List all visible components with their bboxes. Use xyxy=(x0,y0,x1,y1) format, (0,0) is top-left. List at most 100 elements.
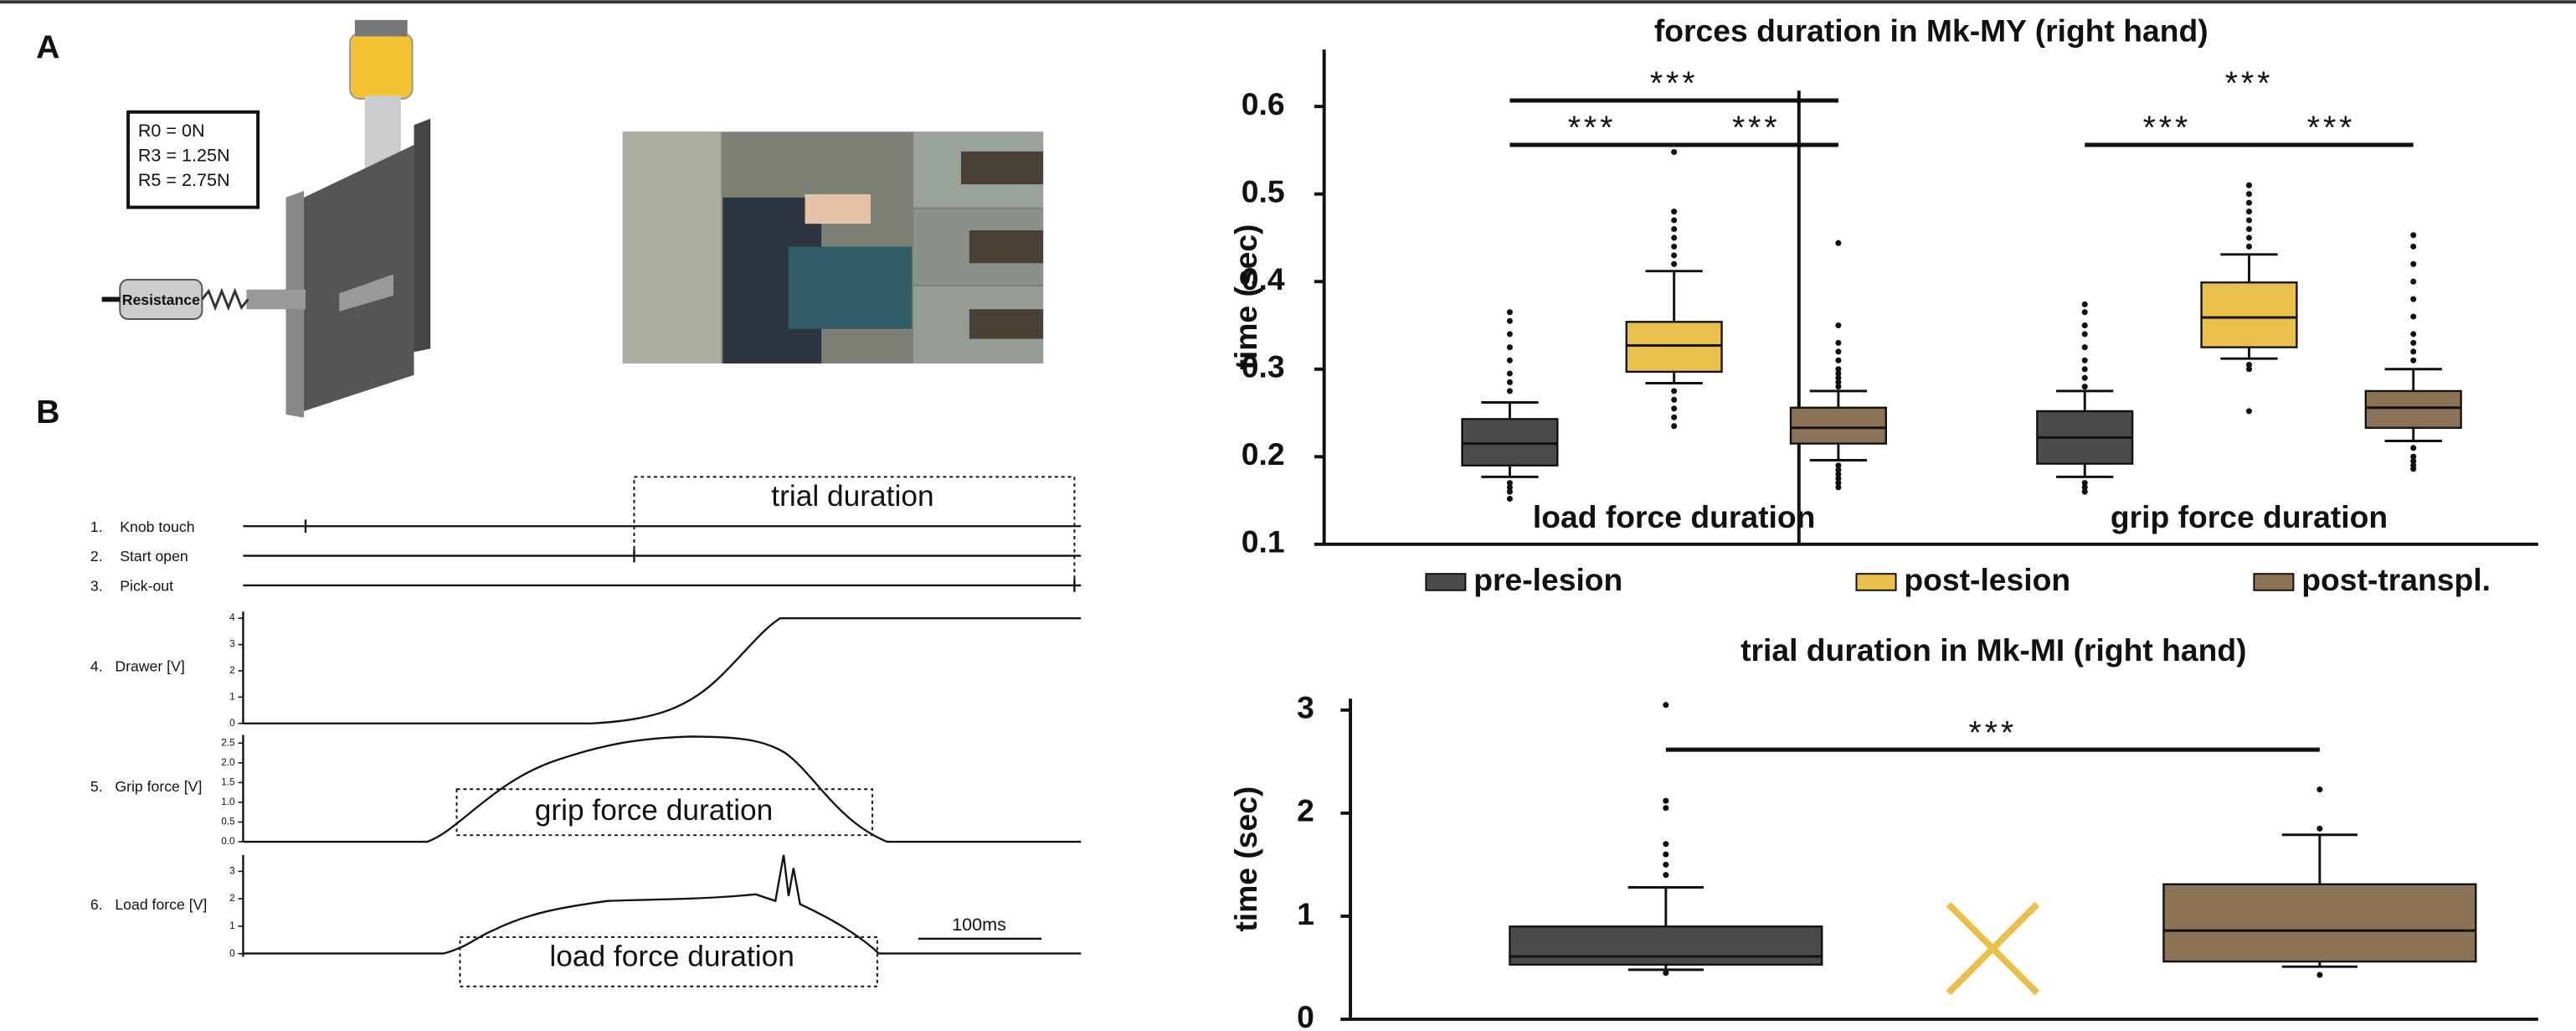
outlier xyxy=(1663,805,1669,812)
outlier xyxy=(1506,370,1513,377)
outlier xyxy=(1835,357,1842,363)
outlier xyxy=(2410,243,2417,250)
y-axis-label: time (sec) xyxy=(1228,224,1263,370)
outlier xyxy=(2245,209,2253,215)
outlier xyxy=(2410,260,2417,267)
outlier xyxy=(2081,301,2088,307)
outlier xyxy=(1671,243,1678,250)
significance-label: *** xyxy=(2307,110,2356,147)
box xyxy=(1461,418,1559,467)
outlier xyxy=(2245,366,2253,373)
outlier xyxy=(1835,480,1842,487)
photo xyxy=(622,131,1044,363)
y-axis-label: time (sec) xyxy=(1228,786,1263,932)
y-tick-label: 2 xyxy=(1297,793,1314,828)
outlier xyxy=(2410,331,2417,338)
outlier xyxy=(1506,317,1513,324)
significance-label: *** xyxy=(1568,110,1617,147)
outlier xyxy=(2245,243,2253,250)
outlier xyxy=(2245,225,2253,233)
outlier xyxy=(2245,217,2253,224)
outlier xyxy=(1663,797,1669,804)
outlier xyxy=(1835,370,1842,377)
outlier xyxy=(1506,488,1513,495)
outlier xyxy=(2081,374,2088,381)
trace-tick-label: 0 xyxy=(229,718,235,729)
channel-number: 1. xyxy=(90,518,103,535)
traces xyxy=(242,519,1082,957)
box xyxy=(1509,925,1823,966)
outlier xyxy=(1835,240,1842,246)
y-tick-label: 0.1 xyxy=(1242,524,1285,559)
trace-tick-label: 0.5 xyxy=(221,817,235,827)
y-tick-label: 3 xyxy=(1297,690,1314,725)
legend-label: post-lesion xyxy=(1904,562,2070,597)
missing-marker xyxy=(1946,901,2040,996)
outlier xyxy=(2081,366,2088,373)
outlier xyxy=(1506,484,1513,491)
outlier xyxy=(2316,786,2323,793)
outlier xyxy=(1835,471,1842,477)
outlier xyxy=(2410,348,2417,355)
outlier xyxy=(1671,217,1678,224)
outlier xyxy=(1663,970,1669,977)
outlier xyxy=(2410,296,2417,302)
significance-label: *** xyxy=(1969,714,2018,751)
panel-label: A xyxy=(36,29,59,66)
significance-label: *** xyxy=(2143,110,2192,147)
trace-tick-label: 1.5 xyxy=(221,776,235,787)
trace-tick-label: 2 xyxy=(229,893,235,904)
legend-label: pre-lesion xyxy=(1473,562,1622,597)
annotation: load force duration xyxy=(549,941,794,973)
box xyxy=(1625,321,1723,374)
outlier xyxy=(2245,235,2253,241)
outlier xyxy=(1506,388,1513,394)
trace-tick-label: 3 xyxy=(229,865,235,876)
top-border xyxy=(0,0,2576,4)
annotation: trial duration xyxy=(771,480,933,513)
y-tick-label: 0.2 xyxy=(1242,436,1285,472)
channel-name: Load force [V] xyxy=(115,896,207,913)
outlier xyxy=(2410,339,2417,346)
annotation: grip force duration xyxy=(535,794,774,827)
channel-number: 5. xyxy=(90,778,103,795)
outlier xyxy=(2410,445,2417,451)
group-label: load force duration xyxy=(1533,499,1815,534)
outlier xyxy=(2081,357,2088,363)
outlier xyxy=(1671,405,1678,412)
outlier xyxy=(2410,278,2417,285)
channel-number: 6. xyxy=(90,896,103,913)
outlier xyxy=(1835,384,1842,390)
y-tick-label: 1 xyxy=(1297,896,1314,931)
outlier xyxy=(1671,396,1678,403)
outlier xyxy=(1506,344,1513,351)
channel-name: Drawer [V] xyxy=(115,658,184,675)
resistance-level: R5 = 2.75N xyxy=(138,169,230,190)
outlier xyxy=(1835,475,1842,482)
outlier xyxy=(1835,379,1842,385)
outlier xyxy=(2081,331,2088,338)
outlier xyxy=(1506,379,1513,385)
outlier xyxy=(2081,384,2088,390)
significance-label: *** xyxy=(1650,65,1699,102)
trace-tick-label: 1 xyxy=(229,920,235,931)
y-tick-label: 0.3 xyxy=(1242,349,1285,384)
y-tick-label: 0.6 xyxy=(1242,86,1285,121)
trace-tick-label: 1 xyxy=(229,691,235,702)
channel-number: 4. xyxy=(90,658,103,675)
trace-tick-label: 2 xyxy=(229,665,235,676)
outlier xyxy=(2410,453,2417,460)
legend-label: post-transpl. xyxy=(2301,562,2491,597)
group-label: grip force duration xyxy=(2111,499,2388,534)
outlier xyxy=(1671,388,1678,394)
outlier xyxy=(2410,313,2417,320)
resistance-level: R0 = 0N xyxy=(138,120,205,141)
outlier xyxy=(2081,344,2088,351)
outlier xyxy=(2081,488,2088,495)
box xyxy=(1789,406,1887,445)
outlier xyxy=(1663,841,1669,848)
outlier xyxy=(1835,348,1842,355)
outlier xyxy=(1835,484,1842,491)
significance-label: *** xyxy=(2225,65,2274,102)
